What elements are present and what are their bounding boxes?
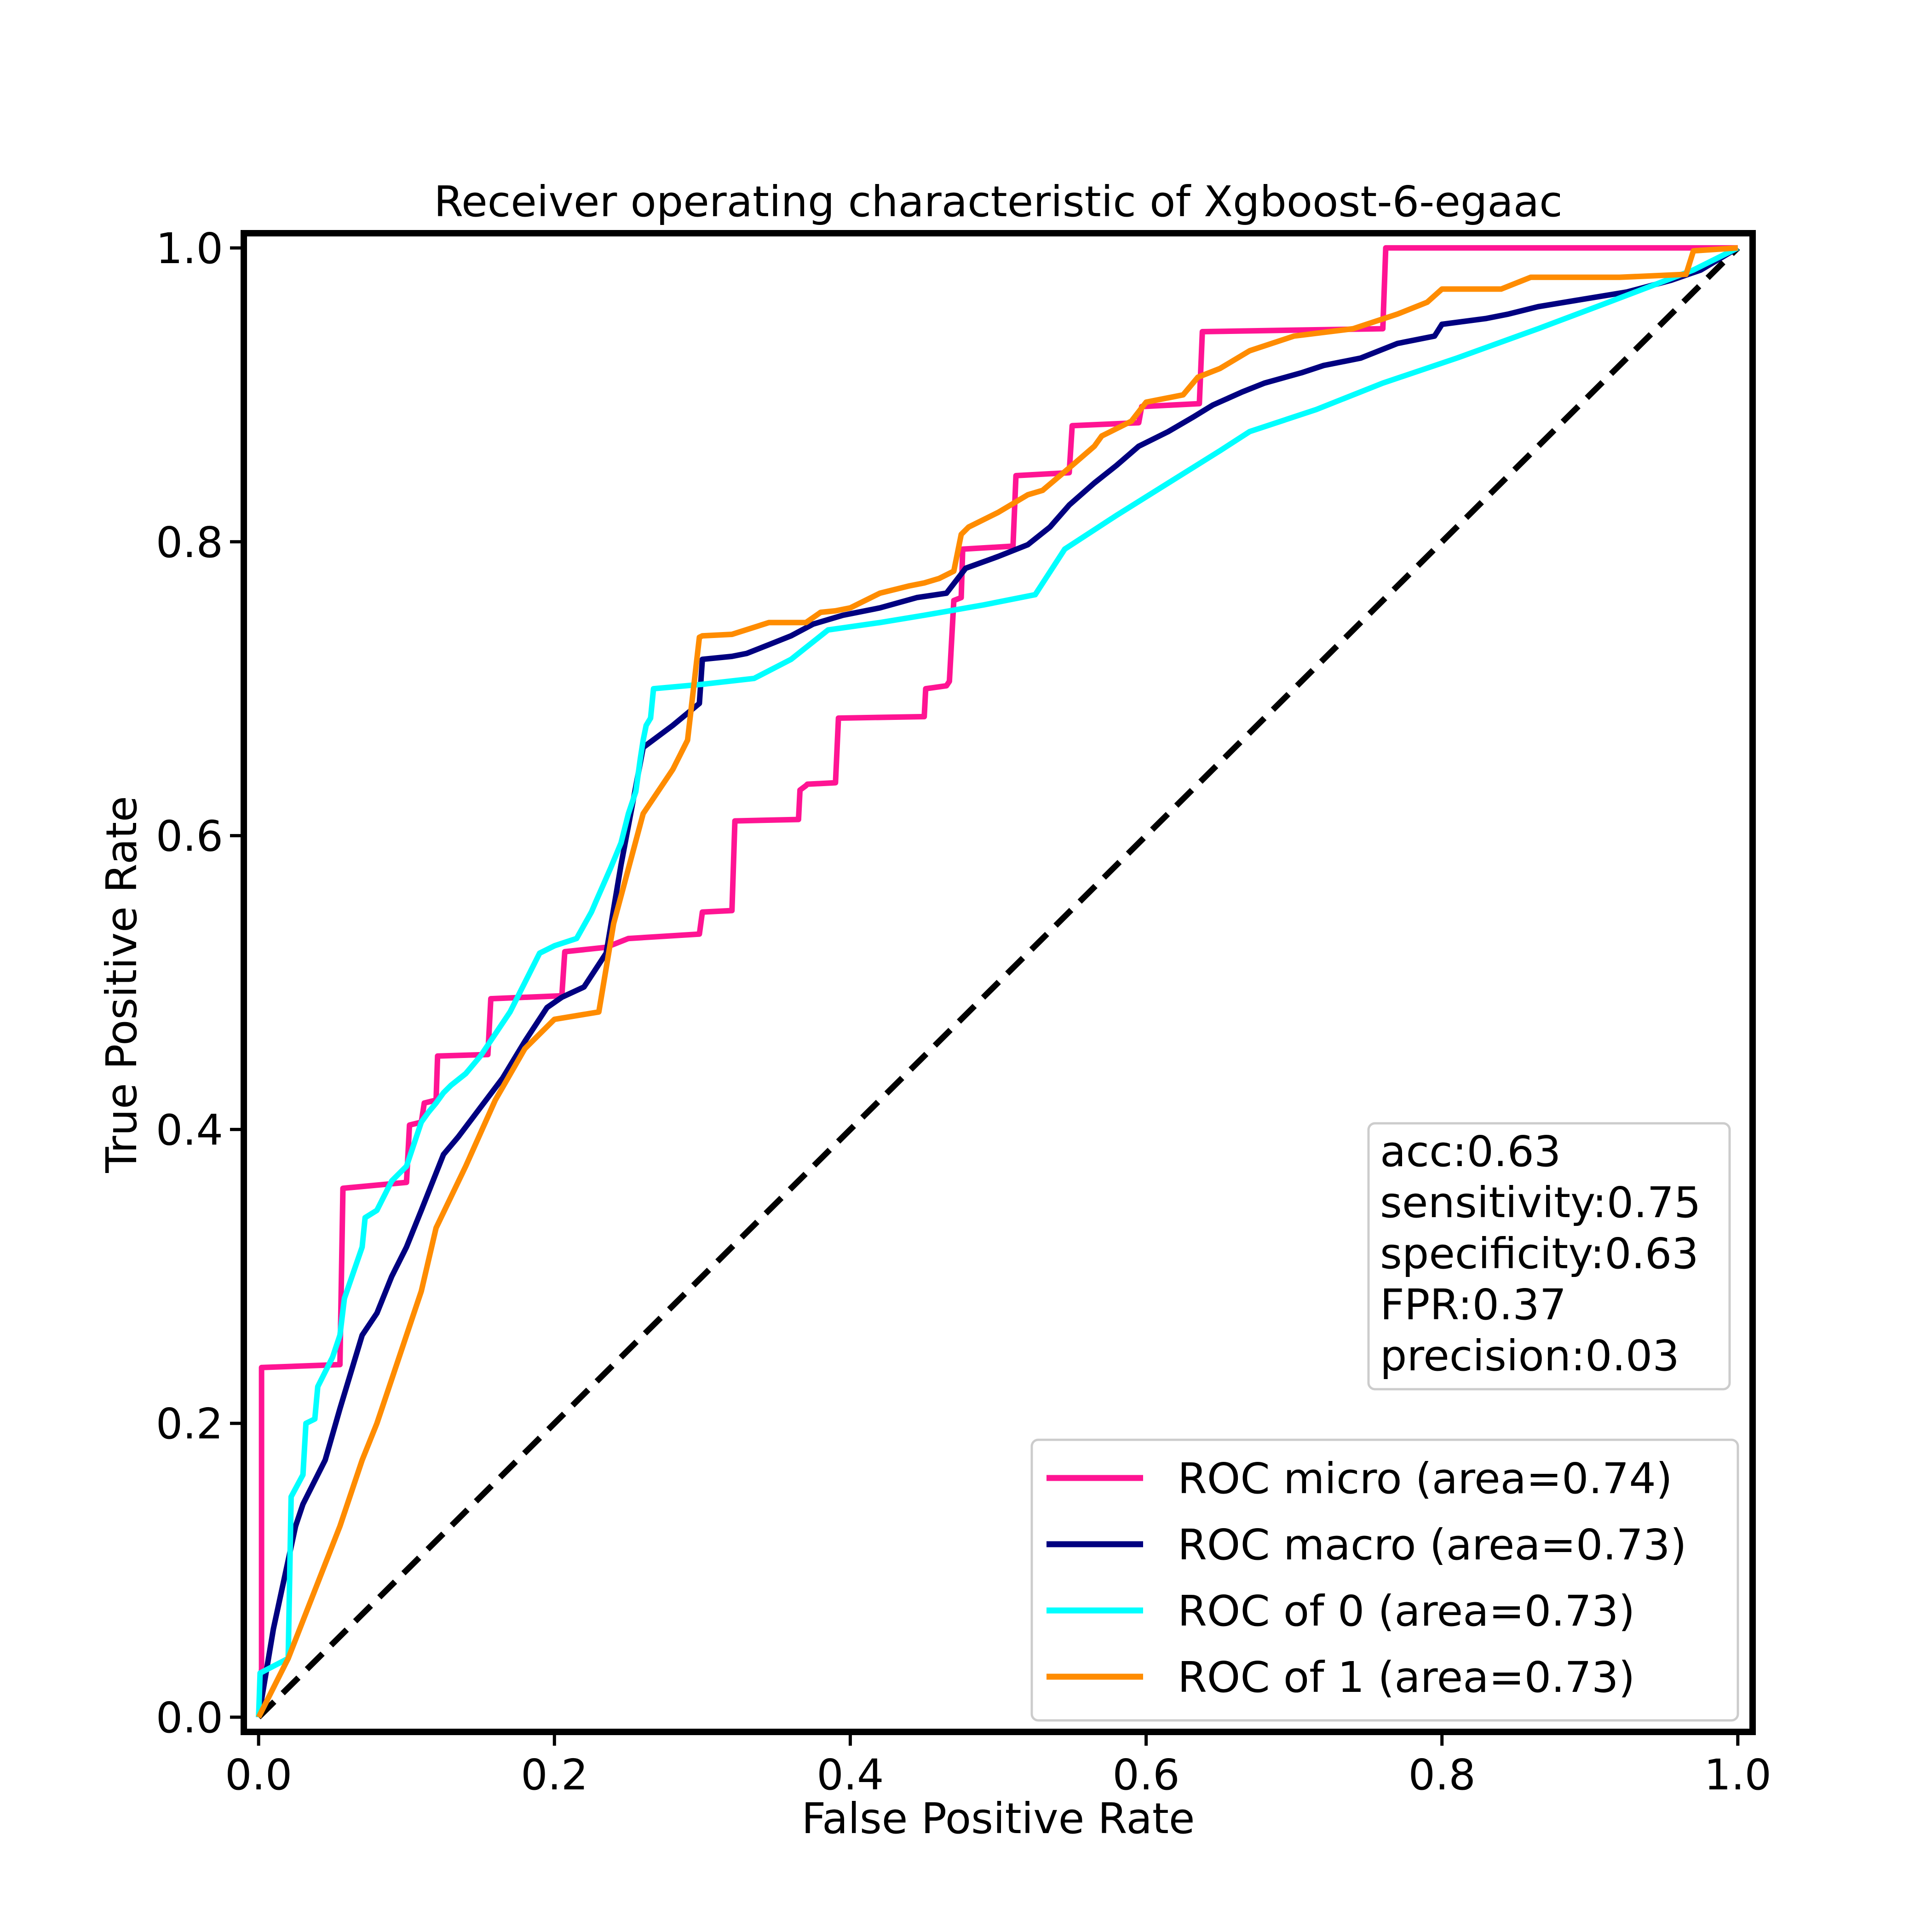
legend-entry-label: ROC micro (area=0.74) [1178,1454,1673,1503]
reference-diagonal-line [256,246,1740,1719]
stats-line: sensitivity:0.75 [1380,1178,1701,1227]
stats-line: FPR:0.37 [1380,1280,1566,1329]
stats-line: precision:0.03 [1380,1331,1679,1380]
x-tick-label: 1.0 [1704,1750,1771,1800]
x-tick-label: 0.6 [1112,1750,1179,1800]
legend: ROC micro (area=0.74) ROC macro (area=0.7… [1030,1438,1739,1722]
plot-frame [241,230,1756,1735]
y-tick-label: 1.0 [156,224,223,273]
legend-entry-label: ROC macro (area=0.73) [1178,1520,1687,1570]
x-tick-label: 0.2 [521,1750,588,1800]
y-tick-label: 0.0 [156,1693,223,1742]
legend-entry-label: ROC of 0 (area=0.73) [1178,1587,1635,1636]
stats-line: acc:0.63 [1380,1127,1561,1176]
x-tick-label: 0.4 [816,1750,884,1800]
series-line-0 [256,245,1738,1718]
stats-box-frame [1367,1122,1731,1391]
stats-box: acc:0.63sensitivity:0.75specificity:0.63… [1367,1122,1731,1391]
y-tick-label: 0.2 [156,1399,223,1449]
stats-line: specificity:0.63 [1380,1229,1699,1278]
legend-frame [1030,1438,1739,1722]
y-tick-label: 0.6 [156,812,223,861]
y-tick-label: 0.4 [156,1105,223,1155]
legend-entry-label: ROC of 1 (area=0.73) [1178,1653,1635,1702]
series-line-3 [256,245,1738,1719]
y-axis-label: True Positive Rate [97,796,146,1173]
chart-title: Receiver operating characteristic of Xgb… [434,177,1562,226]
series-line-1 [256,245,1739,1718]
plot-area: 0.0 0.2 0.4 0.6 0.8 1.0 0.0 0.2 0.4 0.6 0.8 1.0 acc:… [156,224,1771,1800]
y-tick-label: 0.8 [156,518,223,567]
x-tick-label: 0.8 [1409,1750,1476,1800]
series-line-2 [256,245,1739,1718]
x-axis-label: False Positive Rate [801,1794,1195,1843]
x-tick-label: 0.0 [225,1750,292,1800]
